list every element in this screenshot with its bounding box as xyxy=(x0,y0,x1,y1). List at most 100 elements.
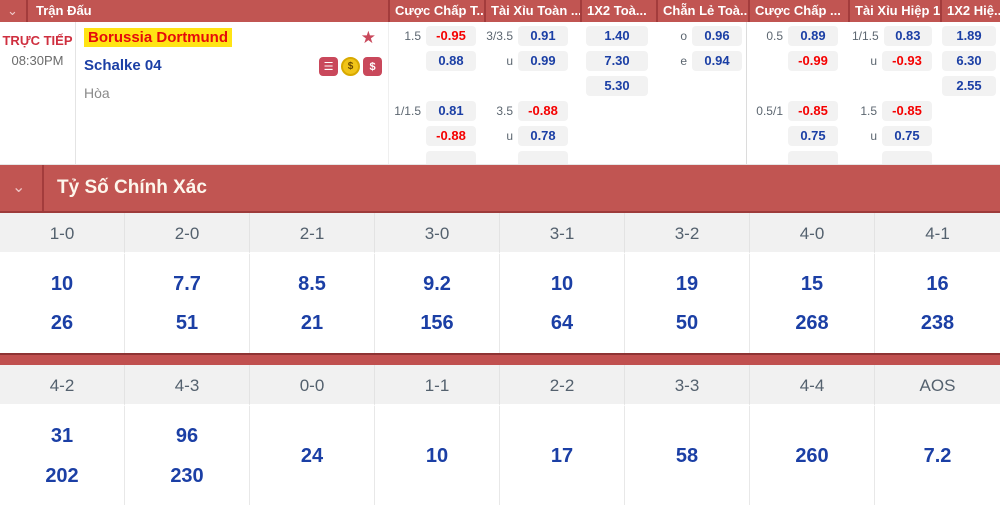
odd-button[interactable]: 2.55 xyxy=(942,76,996,96)
score-header: 2-1 xyxy=(250,213,375,254)
match-header-bar: ⌄ Trận Đấu Cược Chấp T... Tài Xỉu Toàn .… xyxy=(0,0,1000,22)
odd-side-label: o xyxy=(680,29,687,43)
odd-button[interactable]: 0.83 xyxy=(883,26,932,46)
handicap-line: 1.5 xyxy=(404,29,421,43)
market-ft-1x2: 1.40 7.30 5.30 xyxy=(584,22,648,164)
score-odds-cell: 7.7 51 xyxy=(125,254,250,353)
chevron-down-icon[interactable]: ⌄ xyxy=(12,179,26,196)
score-odds-cell: 19 50 xyxy=(625,254,750,353)
favorite-star-icon[interactable]: ★ xyxy=(360,28,376,47)
odd-value[interactable]: 24 xyxy=(300,445,324,467)
score-header: 4-4 xyxy=(750,365,875,406)
odd-button[interactable]: 0.91 xyxy=(518,26,568,46)
score-odds-cell: 58 xyxy=(625,406,750,505)
odd-button-clipped[interactable] xyxy=(426,151,476,164)
odd-value[interactable]: 16 xyxy=(926,272,949,295)
odd-button[interactable]: 1.40 xyxy=(586,26,648,46)
odd-value[interactable]: 17 xyxy=(550,445,574,467)
odd-value[interactable]: 268 xyxy=(795,312,829,335)
odd-value[interactable]: 21 xyxy=(300,312,324,335)
odd-value[interactable]: 10 xyxy=(50,272,74,295)
odd-value[interactable]: 64 xyxy=(550,312,574,335)
odd-button-clipped[interactable] xyxy=(882,151,932,164)
odd-button[interactable]: 0.89 xyxy=(788,26,838,46)
score-odds-cell: 31 202 xyxy=(0,406,125,505)
correct-score-grid-2: 4-2 4-3 0-0 1-1 2-2 3-3 4-4 AOS 31 202 96… xyxy=(0,365,1000,505)
cash-dollar-icon[interactable]: $ xyxy=(363,57,382,76)
odd-value[interactable]: 26 xyxy=(50,312,74,335)
column-header-ft-overunder: Tài Xỉu Toàn ... xyxy=(484,0,580,22)
odd-button[interactable]: 0.81 xyxy=(426,101,476,121)
odd-button[interactable]: -0.99 xyxy=(788,51,838,71)
odd-button-clipped[interactable] xyxy=(788,151,838,164)
score-odds-cell: 96 230 xyxy=(125,406,250,505)
score-odds-cell: 10 64 xyxy=(500,254,625,353)
odd-button[interactable]: 0.78 xyxy=(518,126,568,146)
odd-value[interactable]: 238 xyxy=(920,312,955,335)
odd-value[interactable]: 31 xyxy=(50,425,74,447)
odd-value[interactable]: 156 xyxy=(420,312,454,335)
odd-value[interactable]: 202 xyxy=(45,465,79,487)
correct-score-grid-1: 1-0 2-0 2-1 3-0 3-1 3-2 4-0 4-1 10 26 7.7… xyxy=(0,213,1000,353)
odd-button[interactable]: 1.89 xyxy=(942,26,996,46)
kickoff-time: 08:30PM xyxy=(11,53,64,68)
score-odds-cell: 24 xyxy=(250,406,375,505)
score-odds-cell: 10 26 xyxy=(0,254,125,353)
odd-value[interactable]: 19 xyxy=(675,272,699,295)
odd-button[interactable]: -0.95 xyxy=(426,26,476,46)
score-header: 4-3 xyxy=(125,365,250,406)
odd-value[interactable]: 9.2 xyxy=(423,272,451,295)
odd-button[interactable]: -0.88 xyxy=(426,126,476,146)
odd-button[interactable]: 0.94 xyxy=(692,51,742,71)
odd-value[interactable]: 50 xyxy=(675,312,699,335)
column-header-ft-oddeven: Chẵn Lẻ Toà... xyxy=(656,0,748,22)
score-odds-cell: 8.5 21 xyxy=(250,254,375,353)
market-fh-1x2: 1.89 6.30 2.55 xyxy=(942,22,996,164)
odd-value[interactable]: 260 xyxy=(795,445,829,467)
stats-stack-icon[interactable]: ☰ xyxy=(319,57,338,76)
chevron-down-icon[interactable]: ⌄ xyxy=(7,3,18,18)
odd-button-clipped[interactable] xyxy=(518,151,568,164)
draw-label: Hòa xyxy=(84,85,110,101)
match-time-cell: TRỰC TIẾP 08:30PM xyxy=(0,22,76,164)
odd-value[interactable]: 96 xyxy=(175,425,199,447)
match-column-title: Trận Đấu xyxy=(36,3,92,18)
home-team-name: Borussia Dortmund xyxy=(84,28,233,47)
handicap-line: 0.5 xyxy=(766,29,783,43)
score-header: 3-1 xyxy=(500,213,625,254)
score-odds-cell: 260 xyxy=(750,406,875,505)
section-separator xyxy=(0,353,1000,365)
odd-value[interactable]: 230 xyxy=(170,465,204,487)
odd-button[interactable]: 0.75 xyxy=(882,126,932,146)
odd-button[interactable]: -0.88 xyxy=(518,101,568,121)
odd-value[interactable]: 51 xyxy=(175,312,199,335)
odd-button[interactable]: -0.93 xyxy=(882,51,932,71)
odd-button[interactable]: -0.85 xyxy=(788,101,838,121)
fulltime-halftime-divider xyxy=(746,22,747,164)
market-fh-handicap: 0.5 0.89 -0.99 0.5/1 -0.85 0.75 xyxy=(750,22,838,164)
odd-value[interactable]: 7.7 xyxy=(173,272,201,295)
column-header-fh-overunder: Tài Xỉu Hiệp 1 xyxy=(848,0,940,22)
odd-value[interactable]: 8.5 xyxy=(298,272,326,295)
market-fh-overunder: 1/1.5 0.83 u -0.93 1.5 -0.85 u 0.75 xyxy=(852,22,932,164)
match-odds-row: TRỰC TIẾP 08:30PM Borussia Dortmund Scha… xyxy=(0,22,1000,165)
odd-button[interactable]: 0.88 xyxy=(426,51,476,71)
score-odds-cell: 10 xyxy=(375,406,500,505)
odd-value[interactable]: 10 xyxy=(425,445,449,467)
market-ft-oddeven: o 0.96 e 0.94 xyxy=(660,22,742,164)
coin-dollar-icon[interactable]: $ xyxy=(341,57,360,76)
odd-button[interactable]: 6.30 xyxy=(942,51,996,71)
odd-value[interactable]: 58 xyxy=(675,445,699,467)
score-odds-cell: 17 xyxy=(500,406,625,505)
odd-button[interactable]: 0.96 xyxy=(692,26,742,46)
odd-value[interactable]: 15 xyxy=(800,272,824,295)
odd-button[interactable]: 0.99 xyxy=(518,51,568,71)
odd-button[interactable]: 0.75 xyxy=(788,126,838,146)
score-header: 3-3 xyxy=(625,365,750,406)
score-header: 4-0 xyxy=(750,213,875,254)
odd-button[interactable]: 7.30 xyxy=(586,51,648,71)
odd-button[interactable]: 5.30 xyxy=(586,76,648,96)
odd-value[interactable]: 7.2 xyxy=(923,445,952,467)
odd-button[interactable]: -0.85 xyxy=(882,101,932,121)
odd-value[interactable]: 10 xyxy=(550,272,574,295)
